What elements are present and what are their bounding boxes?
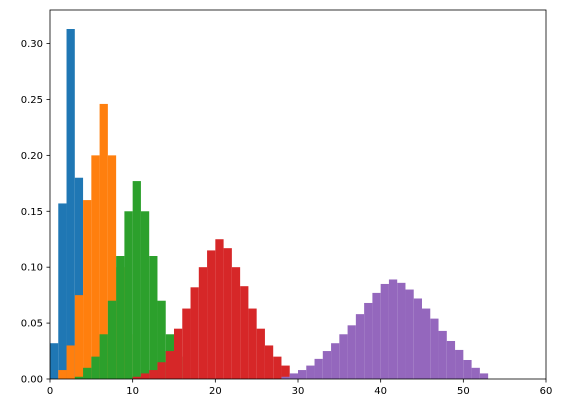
histogram-bar-series-3 xyxy=(116,256,125,379)
x-tick-label: 50 xyxy=(457,386,470,397)
histogram-bar-series-1 xyxy=(50,343,59,379)
histogram-bar-series-5 xyxy=(331,343,340,379)
histogram-bar-series-4 xyxy=(223,248,232,379)
histogram-bar-series-3 xyxy=(132,181,141,379)
y-tick-label: 0.20 xyxy=(21,151,43,162)
histogram-bar-series-5 xyxy=(281,376,290,379)
x-tick-label: 40 xyxy=(374,386,387,397)
x-tick-label: 60 xyxy=(540,386,553,397)
histogram-bar-series-4 xyxy=(165,351,174,379)
x-tick-label: 20 xyxy=(209,386,222,397)
histogram-bar-series-3 xyxy=(91,356,100,379)
y-tick-label: 0.00 xyxy=(21,375,43,386)
y-tick-label: 0.15 xyxy=(21,207,43,218)
histogram-bar-series-5 xyxy=(463,359,472,379)
histogram-bar-series-4 xyxy=(281,365,290,379)
bars-layer xyxy=(50,29,489,379)
histogram-bar-series-5 xyxy=(422,308,431,379)
histogram-bar-series-4 xyxy=(157,362,166,379)
histogram-bar-series-4 xyxy=(132,376,141,379)
y-tick-label: 0.10 xyxy=(21,263,43,274)
histogram-bar-series-4 xyxy=(190,287,199,379)
histogram-bar-series-5 xyxy=(380,283,389,379)
y-tick-label: 0.05 xyxy=(21,319,43,330)
histogram-bar-series-2 xyxy=(91,155,100,379)
histogram-bar-series-4 xyxy=(264,345,274,379)
histogram-bar-series-5 xyxy=(372,292,381,379)
histogram-bar-series-5 xyxy=(430,318,439,379)
histogram-bar-series-5 xyxy=(471,367,480,379)
histogram-bar-series-5 xyxy=(322,351,332,379)
histogram-bar-series-4 xyxy=(256,328,265,379)
histogram-bar-series-5 xyxy=(397,282,406,379)
histogram-bar-series-4 xyxy=(248,308,257,379)
histogram-bar-series-4 xyxy=(140,373,150,379)
histogram-bar-series-5 xyxy=(455,349,464,379)
x-tick-label: 0 xyxy=(47,386,53,397)
histogram-bar-series-5 xyxy=(446,340,456,379)
histogram-bar-series-2 xyxy=(107,155,117,379)
histogram-bar-series-5 xyxy=(314,358,323,379)
histogram-bar-series-3 xyxy=(99,334,108,379)
histogram-bar-series-4 xyxy=(215,239,224,379)
histogram-bar-series-4 xyxy=(149,370,158,379)
histogram-bar-series-3 xyxy=(124,211,133,379)
histogram-bar-series-4 xyxy=(231,267,241,379)
histogram-bar-series-1 xyxy=(66,29,75,379)
histogram-bar-series-3 xyxy=(83,367,92,379)
histogram-bar-series-2 xyxy=(66,345,75,379)
histogram-bar-series-3 xyxy=(74,376,84,379)
histogram-bar-series-5 xyxy=(405,289,414,379)
y-axis: 0.00 0.05 0.10 0.15 0.20 0.25 0.30 xyxy=(21,39,50,386)
histogram-bar-series-5 xyxy=(298,370,307,379)
histogram-bar-series-4 xyxy=(240,286,249,379)
histogram-bar-series-5 xyxy=(339,334,348,379)
histogram-bar-series-3 xyxy=(140,211,150,379)
x-axis: 0 10 20 30 40 50 60 xyxy=(47,379,553,397)
histogram-bar-series-1 xyxy=(58,203,67,379)
histogram-bar-series-5 xyxy=(289,373,298,379)
histogram-bar-series-4 xyxy=(182,308,191,379)
histogram-bar-series-5 xyxy=(479,373,489,379)
histogram-bar-series-3 xyxy=(157,300,166,379)
histogram-bar-series-5 xyxy=(364,302,373,379)
histogram-bar-series-2 xyxy=(83,200,92,379)
y-tick-label: 0.25 xyxy=(21,95,43,106)
histogram-bar-series-3 xyxy=(107,300,117,379)
histogram-bar-series-3 xyxy=(149,256,158,379)
histogram-bar-series-4 xyxy=(207,250,216,379)
x-tick-label: 10 xyxy=(126,386,139,397)
histogram-bar-series-5 xyxy=(355,314,365,379)
histogram-bar-series-4 xyxy=(273,356,282,379)
histogram-bar-series-2 xyxy=(99,103,108,379)
histogram-bar-series-5 xyxy=(347,325,356,379)
histogram-bar-series-5 xyxy=(413,298,422,379)
histogram-bar-series-2 xyxy=(58,370,67,379)
y-tick-label: 0.30 xyxy=(21,39,43,50)
x-tick-label: 30 xyxy=(292,386,305,397)
histogram-bar-series-5 xyxy=(388,279,398,379)
histogram-bar-series-5 xyxy=(438,330,447,379)
histogram-bar-series-4 xyxy=(198,267,208,379)
histogram-bar-series-2 xyxy=(74,295,84,379)
histogram-bar-series-5 xyxy=(306,365,315,379)
histogram-bar-series-1 xyxy=(74,177,84,379)
histogram-bar-series-4 xyxy=(174,328,183,379)
